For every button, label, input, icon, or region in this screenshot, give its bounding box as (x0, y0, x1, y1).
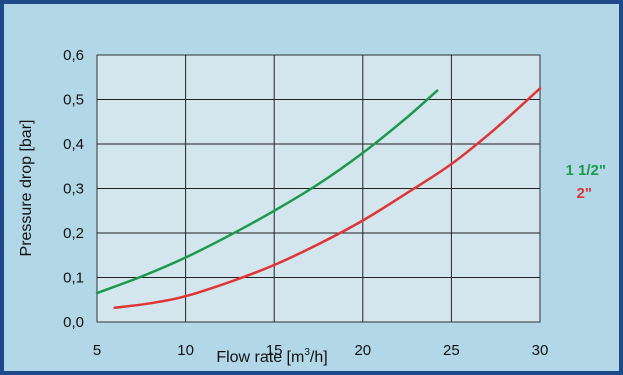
y-tick-label: 0,5 (63, 92, 84, 109)
x-axis-label-sup: 3 (304, 347, 310, 358)
x-tick-label: 5 (93, 342, 101, 359)
y-axis-label: Pressure drop [bar] (18, 120, 35, 257)
x-axis-label-main: Flow rate [m (216, 349, 304, 366)
legend-label-1-1-2: 1 1/2" (566, 162, 606, 179)
y-tick-label: 0,6 (63, 47, 84, 64)
y-tick-label: 0,1 (63, 270, 84, 287)
series-line-2 (113, 87, 542, 310)
y-tick-label: 0,3 (63, 181, 84, 198)
x-tick-label: 15 (266, 342, 283, 359)
x-tick-label: 25 (443, 342, 460, 359)
grid-lines (97, 55, 540, 322)
x-tick-label: 20 (354, 342, 371, 359)
tick-labels: 5 10 15 20 25 30 0,0 0,1 0,2 0,3 0,4 0,5 0,6 (63, 47, 548, 359)
legend-label-2: 2" (577, 185, 592, 202)
series-line-1-1-2 (95, 89, 439, 295)
series-layer (95, 87, 542, 310)
x-tick-label: 10 (177, 342, 194, 359)
y-tick-label: 0,0 (63, 314, 84, 331)
x-axis-label: Flow rate [m3/h] (216, 347, 327, 366)
x-tick-label: 30 (532, 342, 549, 359)
y-tick-label: 0,2 (63, 225, 84, 242)
y-tick-label: 0,4 (63, 136, 84, 153)
x-axis-label-end: /h] (310, 349, 328, 366)
